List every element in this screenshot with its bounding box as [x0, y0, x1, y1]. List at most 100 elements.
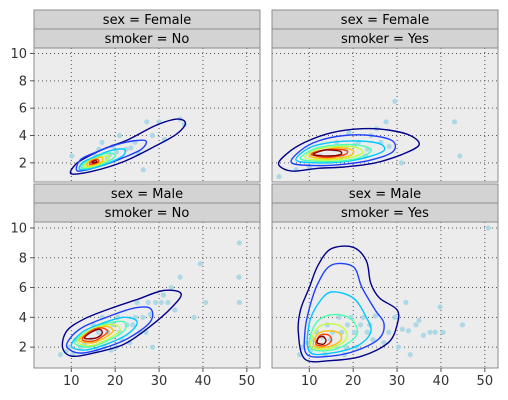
data-point — [140, 167, 146, 173]
data-point — [149, 132, 156, 139]
data-point — [99, 139, 105, 145]
data-point — [149, 344, 156, 350]
data-point — [432, 329, 438, 335]
panel-border — [271, 47, 499, 183]
density-contour-line — [74, 320, 127, 348]
data-point — [459, 322, 466, 328]
data-point — [130, 322, 136, 328]
data-point — [236, 240, 242, 246]
data-point — [69, 153, 75, 159]
facet-panel: sex = Female smoker = Yes — [271, 9, 499, 183]
strip-sex-label: sex = Female — [103, 13, 191, 28]
panel-background — [34, 48, 260, 182]
data-point — [158, 299, 164, 306]
density-contour-line — [70, 316, 138, 351]
density-contour-line — [78, 325, 114, 344]
density-contour-line — [306, 291, 372, 356]
x-tick-label: 40 — [433, 374, 450, 389]
data-point — [372, 313, 379, 319]
x-tick-label: 50 — [477, 374, 494, 389]
density-contour-line — [91, 160, 98, 164]
data-point — [197, 261, 203, 267]
x-tick-label: 10 — [301, 374, 318, 389]
density-contour-line — [308, 313, 359, 352]
y-tick-label: 2 — [19, 156, 27, 171]
data-point — [95, 329, 102, 335]
density-contour-line — [297, 245, 400, 363]
data-point — [344, 322, 351, 328]
density-contour-line — [316, 335, 327, 345]
y-tick-label: 2 — [19, 341, 27, 356]
density-contour-line — [61, 289, 182, 358]
data-point — [113, 149, 120, 155]
y-tick-label: 8 — [19, 74, 27, 89]
density-contour-line — [299, 143, 372, 163]
data-point — [440, 329, 446, 335]
data-point — [276, 173, 282, 180]
data-point — [386, 329, 392, 335]
density-contour-line — [312, 330, 343, 349]
data-point — [145, 299, 151, 306]
x-tick-label: 20 — [345, 374, 362, 389]
data-point — [383, 119, 389, 125]
data-point — [351, 329, 358, 335]
strip-smoker-label: smoker = No — [105, 206, 190, 221]
panel-border — [33, 47, 261, 183]
strip-smoker-label: smoker = Yes — [341, 32, 429, 47]
data-point — [416, 317, 422, 323]
y-tick-label: 4 — [19, 129, 27, 144]
x-tick-label: 20 — [107, 374, 124, 389]
data-point — [392, 98, 398, 104]
data-point — [134, 299, 140, 306]
density-contour-line — [309, 323, 348, 350]
strip-sex-label: sex = Male — [111, 187, 183, 202]
data-point — [398, 160, 405, 166]
data-point — [336, 314, 342, 320]
data-point — [360, 314, 366, 320]
y-tick-label: 8 — [19, 251, 27, 266]
data-point — [405, 328, 412, 334]
data-point — [386, 143, 392, 150]
density-contour-line — [277, 127, 420, 172]
data-point — [358, 322, 364, 328]
density-contour-line — [80, 152, 117, 170]
density-contour-line — [304, 145, 364, 161]
strip-smoker-label: smoker = No — [105, 32, 190, 47]
data-point — [236, 299, 242, 306]
density-contour-line — [88, 158, 100, 166]
density-contour-line — [303, 262, 385, 358]
strip-sex-label: sex = Female — [341, 13, 429, 28]
strip-smoker-label: smoker = Yes — [341, 206, 429, 221]
y-tick-label: 6 — [19, 281, 27, 296]
density-contour-line — [312, 149, 343, 157]
data-point — [395, 344, 401, 350]
data-point — [420, 332, 426, 338]
density-contour-line — [83, 328, 103, 340]
data-point — [168, 284, 174, 291]
data-point — [399, 326, 405, 332]
density-contour-line — [315, 333, 333, 347]
y-tick-label: 10 — [10, 47, 27, 62]
data-point — [324, 322, 330, 328]
density-contour-line — [78, 148, 127, 171]
data-point — [191, 314, 197, 320]
data-point — [128, 145, 134, 151]
facet-panel: sex = Male smoker = No — [33, 183, 261, 369]
density-contour-line — [290, 134, 397, 167]
data-point — [392, 314, 398, 320]
data-point — [413, 322, 419, 328]
x-tick-label: 10 — [63, 374, 80, 389]
data-point — [346, 130, 352, 136]
x-tick-label: 30 — [151, 374, 168, 389]
data-point — [437, 304, 443, 310]
panel-border — [33, 221, 261, 369]
y-tick-label: 10 — [10, 221, 27, 236]
data-point — [140, 314, 146, 320]
data-point — [177, 274, 183, 280]
density-contour-line — [77, 323, 121, 347]
data-point — [403, 299, 409, 306]
x-tick-label: 50 — [239, 374, 256, 389]
data-point — [165, 299, 171, 306]
y-tick-label: 6 — [19, 102, 27, 117]
data-point — [370, 337, 376, 343]
